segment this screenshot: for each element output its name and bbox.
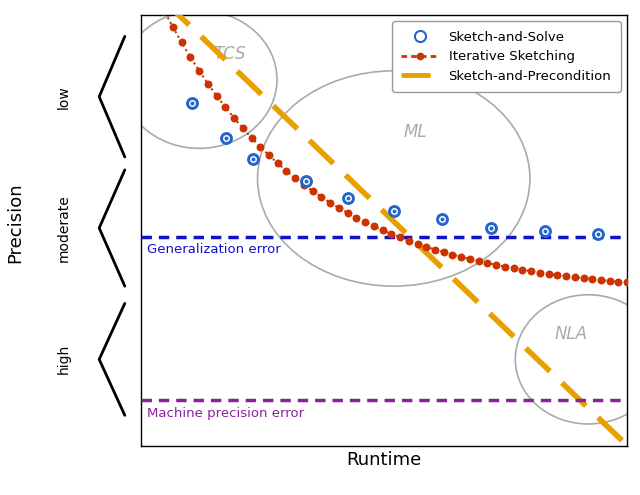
Text: TCS: TCS <box>214 45 246 63</box>
Point <box>486 224 496 232</box>
Point <box>282 167 292 175</box>
Point <box>491 261 501 269</box>
Point <box>342 209 353 217</box>
Point <box>438 248 449 256</box>
Text: low: low <box>57 85 71 108</box>
Point <box>456 253 467 261</box>
Point <box>412 240 422 248</box>
Point <box>237 124 248 132</box>
Point <box>187 99 197 107</box>
Point <box>540 227 550 235</box>
Point <box>561 272 571 280</box>
Point <box>369 222 379 230</box>
Point <box>605 277 615 285</box>
Point <box>386 230 396 238</box>
Point <box>273 159 283 167</box>
Point <box>622 279 632 287</box>
Point <box>221 134 231 142</box>
Point <box>248 155 258 163</box>
Point <box>333 204 344 212</box>
Point <box>596 276 606 284</box>
Point <box>194 67 204 75</box>
Point <box>301 177 311 185</box>
Text: Precision: Precision <box>6 183 24 263</box>
Text: high: high <box>57 344 71 375</box>
Point <box>246 134 257 142</box>
Point <box>500 263 510 271</box>
Point <box>185 53 195 61</box>
Point <box>351 214 362 222</box>
Point <box>187 99 197 107</box>
Point <box>203 80 213 88</box>
Point <box>290 174 300 182</box>
Point <box>474 257 484 265</box>
Point <box>378 226 388 234</box>
Point <box>437 215 447 223</box>
Text: ML: ML <box>403 123 427 141</box>
Text: NLA: NLA <box>554 325 588 343</box>
Point <box>248 155 258 163</box>
Point <box>465 255 475 263</box>
X-axis label: Runtime: Runtime <box>346 451 422 469</box>
Point <box>388 207 399 215</box>
Point <box>221 134 231 142</box>
Point <box>301 177 311 185</box>
Text: moderate: moderate <box>57 194 71 262</box>
Point <box>437 215 447 223</box>
Point <box>543 270 554 278</box>
Point <box>404 237 414 245</box>
Point <box>447 250 458 258</box>
Point <box>486 224 496 232</box>
Point <box>395 234 405 242</box>
Point <box>221 134 231 142</box>
Point <box>570 273 580 281</box>
Point <box>229 114 239 122</box>
Point <box>342 194 353 202</box>
Point <box>168 23 178 31</box>
Point <box>540 227 550 235</box>
Point <box>587 275 597 283</box>
Point <box>388 207 399 215</box>
Point <box>211 92 221 99</box>
Point <box>579 274 589 282</box>
Point <box>437 215 447 223</box>
Point <box>264 151 274 159</box>
Point <box>255 143 266 150</box>
Point <box>301 177 311 185</box>
Text: Machine precision error: Machine precision error <box>147 407 304 420</box>
Point <box>421 243 431 250</box>
Point <box>342 194 353 202</box>
Point <box>593 230 603 238</box>
Point <box>486 224 496 232</box>
Point <box>388 207 399 215</box>
Text: Generalization error: Generalization error <box>147 243 280 256</box>
Point <box>552 271 563 279</box>
Point <box>517 266 527 274</box>
Point <box>509 264 519 272</box>
Point <box>159 7 169 15</box>
Point <box>593 230 603 238</box>
Point <box>248 155 258 163</box>
Legend: Sketch-and-Solve, Iterative Sketching, Sketch-and-Precondition: Sketch-and-Solve, Iterative Sketching, S… <box>392 21 621 92</box>
Point <box>187 99 197 107</box>
Point <box>613 278 623 286</box>
Point <box>308 187 318 195</box>
Point <box>316 193 326 201</box>
Point <box>325 198 335 206</box>
Point <box>299 181 309 189</box>
Point <box>342 194 353 202</box>
Point <box>534 269 545 277</box>
Point <box>360 218 370 226</box>
Point <box>430 246 440 253</box>
Point <box>177 39 187 47</box>
Point <box>220 103 230 111</box>
Point <box>593 230 603 238</box>
Point <box>540 227 550 235</box>
Point <box>526 267 536 275</box>
Point <box>483 259 493 267</box>
